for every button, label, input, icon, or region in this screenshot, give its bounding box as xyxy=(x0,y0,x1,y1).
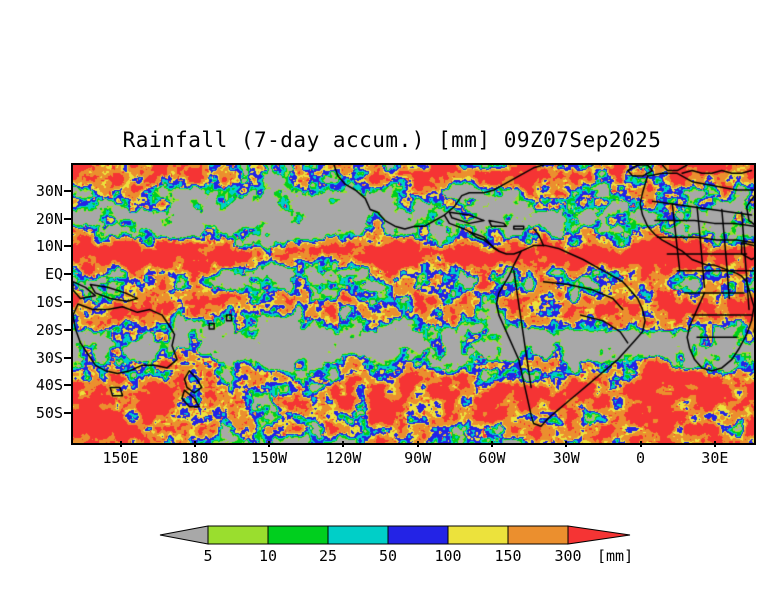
colorbar-tick-label: 150 xyxy=(494,547,522,565)
y-axis-tick-mark xyxy=(64,189,71,192)
y-axis-tick-mark xyxy=(64,301,71,303)
page-title: Rainfall (7-day accum.) [mm] 09Z07Sep202… xyxy=(122,128,662,152)
y-axis-tick-label: 20S xyxy=(35,320,63,339)
y-axis-tick-mark xyxy=(64,328,71,331)
y-axis-labels: 30N 20N 10N EQ 10S 20S 30S 40S 50S xyxy=(0,0,63,612)
colorbar-tick-label: 5 xyxy=(203,547,213,565)
rainfall-raster xyxy=(73,165,754,443)
colorbar-tick-label: 50 xyxy=(378,547,398,565)
x-axis-tick-label: 0 xyxy=(636,449,646,467)
x-axis-tick-label: 60W xyxy=(478,449,506,467)
x-axis-tick-mark xyxy=(490,441,493,447)
colorbar-band-over xyxy=(567,525,631,545)
colorbar-band xyxy=(507,525,569,545)
y-axis-tick-mark xyxy=(64,384,71,387)
colorbar-band xyxy=(447,525,509,545)
x-axis-tick-mark xyxy=(639,441,642,447)
y-axis-tick-mark xyxy=(64,217,71,220)
colorbar-tick-label: 300 xyxy=(554,547,582,565)
y-axis-tick-label: 40S xyxy=(35,376,63,395)
y-axis-tick-label: 30N xyxy=(35,181,63,200)
x-axis-tick-label: 180 xyxy=(181,449,209,467)
colorbar-swatches xyxy=(159,525,631,545)
y-axis-tick-label: 50S xyxy=(35,404,63,423)
colorbar-band xyxy=(327,525,389,545)
y-axis-tick-mark xyxy=(64,245,71,248)
y-axis-tick-mark xyxy=(64,273,71,276)
y-axis-tick-mark xyxy=(64,356,71,359)
x-axis-tick-label: 30W xyxy=(552,449,580,467)
colorbar-band-under xyxy=(159,525,209,545)
x-axis-tick-mark xyxy=(119,441,122,447)
x-axis-tick-label: 150E xyxy=(102,449,139,467)
y-axis-tick-label: 20N xyxy=(35,209,63,228)
x-axis-tick-mark xyxy=(268,441,271,447)
colorbar-band xyxy=(207,525,269,545)
y-axis-tick-label: 10N xyxy=(35,237,63,256)
y-axis-tick-mark xyxy=(64,412,71,415)
y-axis-tick-label: EQ xyxy=(44,265,63,284)
colorbar-tick-label: 25 xyxy=(318,547,338,565)
y-axis-tick-label: 10S xyxy=(35,293,63,311)
colorbar-band xyxy=(387,525,449,545)
colorbar-tick-label: 10 xyxy=(258,547,278,565)
x-axis-tick-label: 120W xyxy=(325,449,362,467)
x-axis-tick-mark xyxy=(713,441,716,447)
colorbar-units-label: [mm] xyxy=(597,547,634,565)
x-axis-tick-mark xyxy=(565,441,568,447)
x-axis-tick-label: 90W xyxy=(404,449,432,467)
x-axis-tick-mark xyxy=(193,441,196,447)
map-plot-area xyxy=(71,163,756,445)
x-axis-tick-label: 150W xyxy=(251,449,288,467)
y-axis-tick-label: 30S xyxy=(35,348,63,367)
colorbar-band xyxy=(267,525,329,545)
y-axis-ticks xyxy=(64,0,73,612)
colorbar-tick-label: 100 xyxy=(434,547,462,565)
x-axis-tick-mark xyxy=(416,441,419,447)
x-axis-tick-label: 30E xyxy=(701,449,729,467)
x-axis-tick-mark xyxy=(342,441,345,447)
